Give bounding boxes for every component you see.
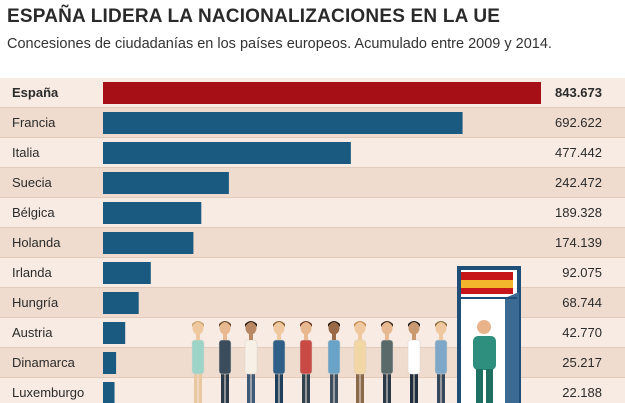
chart-subtitle: Concesiones de ciudadanías en los países… xyxy=(7,36,552,52)
row-background xyxy=(0,228,625,258)
category-label: Irlanda xyxy=(12,265,53,280)
value-label: 68.744 xyxy=(562,295,602,310)
chart-title: ESPAÑA LIDERA LA NACIONALIZACIONES EN LA… xyxy=(7,6,501,27)
person-icon xyxy=(244,321,258,403)
bar xyxy=(103,382,115,403)
value-label: 22.188 xyxy=(562,385,602,400)
value-label: 42.770 xyxy=(562,325,602,340)
category-label: Dinamarca xyxy=(12,355,76,370)
person-icon xyxy=(327,321,341,403)
category-label: Hungría xyxy=(12,295,59,310)
bars xyxy=(103,82,541,403)
value-label: 92.075 xyxy=(562,265,602,280)
row-background xyxy=(0,168,625,198)
value-label: 843.673 xyxy=(555,85,602,100)
bar xyxy=(103,262,151,284)
category-label: Luxemburgo xyxy=(12,385,84,400)
bar xyxy=(103,232,194,254)
category-labels: España Francia Italia Suecia Bélgica Holanda I… xyxy=(12,85,84,400)
bar xyxy=(103,172,229,194)
bar xyxy=(103,352,117,374)
value-label: 25.217 xyxy=(562,355,602,370)
category-label: Holanda xyxy=(12,235,61,250)
person-icon xyxy=(218,321,232,403)
value-labels: 843.673 692.622 477.442 242.472 189.328 174.1… xyxy=(555,85,602,400)
person-icon xyxy=(407,321,421,403)
queue-illustration xyxy=(191,266,521,403)
value-label: 189.328 xyxy=(555,205,602,220)
category-label: Italia xyxy=(12,145,40,160)
row-background xyxy=(0,348,625,378)
row-background xyxy=(0,258,625,288)
category-label: Austria xyxy=(12,325,53,340)
row-background xyxy=(0,318,625,348)
value-label: 692.622 xyxy=(555,115,602,130)
person-in-door-icon xyxy=(473,320,496,403)
bar xyxy=(103,322,126,344)
people-queue xyxy=(191,321,448,403)
bar xyxy=(103,112,463,134)
value-label: 477.442 xyxy=(555,145,602,160)
row-background xyxy=(0,288,625,318)
row-background xyxy=(0,378,625,403)
person-icon xyxy=(299,321,313,403)
value-label: 242.472 xyxy=(555,175,602,190)
bar xyxy=(103,142,351,164)
category-label: Bélgica xyxy=(12,205,55,220)
person-icon xyxy=(434,321,448,403)
person-icon xyxy=(191,321,205,403)
person-icon xyxy=(353,321,367,403)
bar xyxy=(103,202,202,224)
category-label: España xyxy=(12,85,59,100)
category-label: Francia xyxy=(12,115,56,130)
bar xyxy=(103,292,139,314)
value-label: 174.139 xyxy=(555,235,602,250)
person-icon xyxy=(272,321,286,403)
bar xyxy=(103,82,541,104)
category-label: Suecia xyxy=(12,175,53,190)
row-background xyxy=(0,198,625,228)
person-icon xyxy=(380,321,394,403)
